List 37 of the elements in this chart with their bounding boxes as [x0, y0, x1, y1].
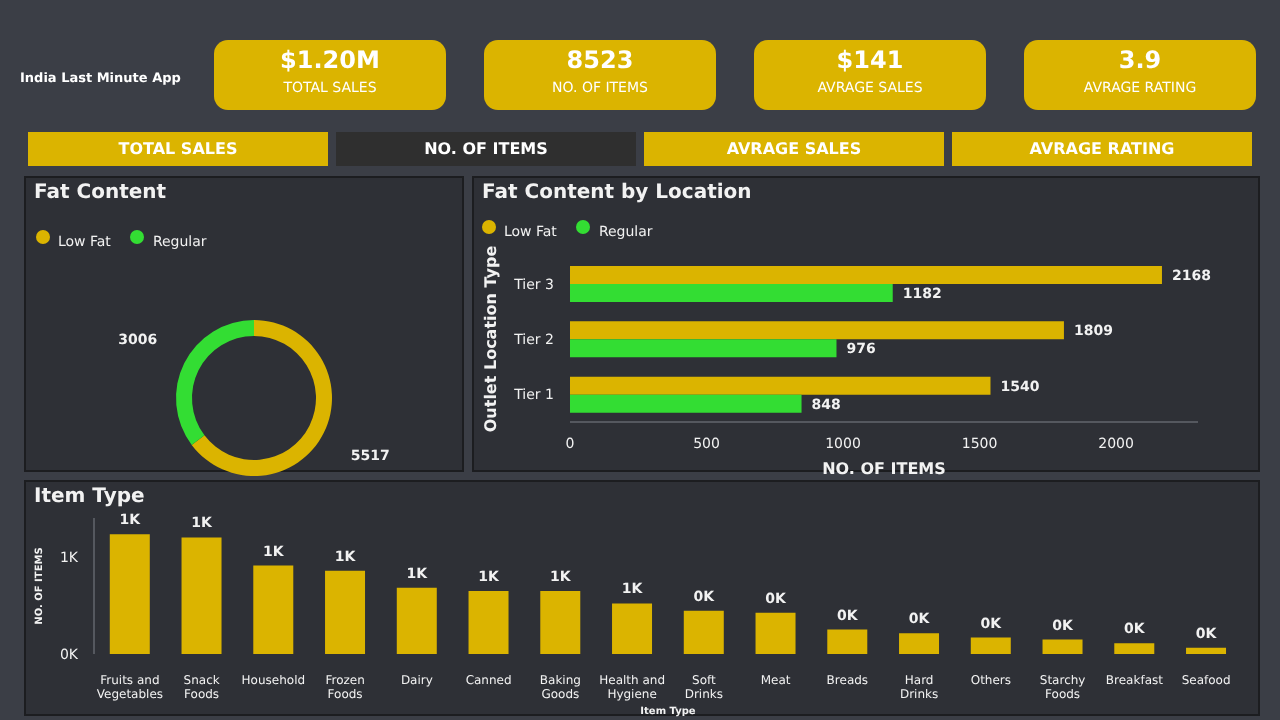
text: $141: [834, 46, 906, 74]
bar: [570, 339, 837, 358]
bar: [570, 265, 1162, 284]
bar: [181, 537, 222, 654]
y-axis-title: Outlet Location Type: [481, 244, 500, 433]
chart-title: Item Type: [34, 486, 145, 508]
bar: [1042, 639, 1083, 654]
bar: [1186, 647, 1227, 654]
bar: [540, 591, 581, 654]
bar: [570, 394, 802, 413]
bar: [325, 570, 366, 654]
bar: [570, 283, 893, 302]
bar: [468, 590, 509, 654]
text: $1.20M: [278, 46, 382, 74]
chart-title: Fat Content by Location: [482, 182, 752, 204]
bar: [570, 321, 1064, 340]
donut-slice: [176, 320, 254, 445]
bar: [683, 610, 724, 654]
bar: [396, 587, 437, 654]
text: TOTAL SALES: [28, 132, 328, 166]
bar: [970, 637, 1011, 654]
bar: [1114, 643, 1155, 654]
bar: [755, 612, 796, 654]
donut-slice: [191, 320, 332, 476]
text: AVRAGE SALES: [644, 132, 944, 166]
text: 3.9: [1116, 46, 1164, 74]
bar: [109, 534, 150, 654]
bar: [570, 376, 991, 395]
text: 8523: [564, 46, 636, 74]
bar: [612, 603, 653, 654]
text: AVRAGE RATING: [952, 132, 1252, 166]
chart-title: Fat Content: [34, 182, 167, 204]
bar: [253, 565, 294, 654]
text: NO. OF ITEMS: [336, 132, 636, 166]
bar: [827, 629, 868, 654]
bar: [899, 633, 940, 654]
x-axis-title: NO. OF ITEMS: [822, 460, 947, 478]
